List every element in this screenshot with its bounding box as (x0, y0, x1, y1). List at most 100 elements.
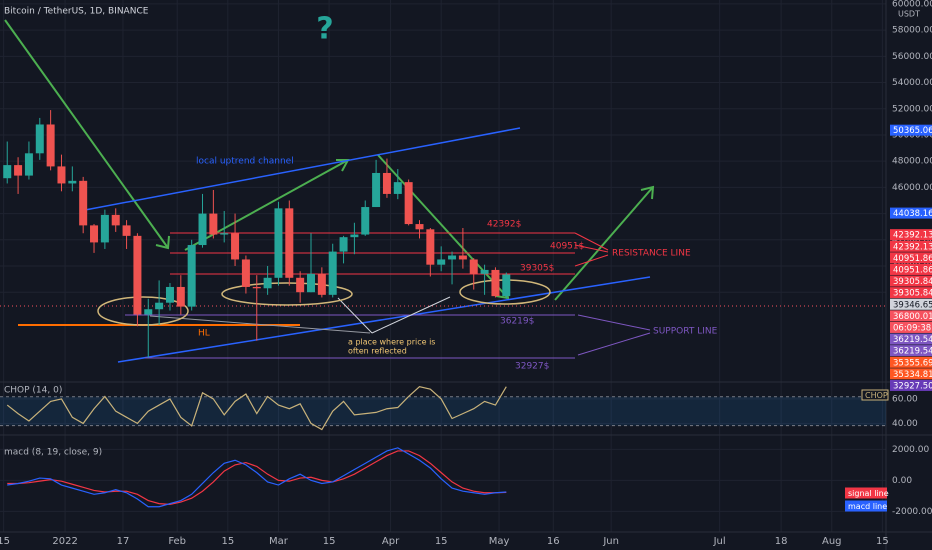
zone-ellipse (97, 296, 189, 326)
series-line (7, 450, 507, 505)
candle-body (393, 182, 402, 194)
candle-body (458, 255, 467, 260)
y-tick-label: 52000.00 (892, 104, 932, 114)
candle-body (144, 309, 153, 315)
x-tick-label: 2022 (52, 536, 77, 547)
price-tag-label: 36219.54 (893, 347, 932, 357)
price-tag (890, 356, 932, 368)
y-tick-label: 42000.00 (892, 235, 932, 245)
annotation: 40951$ (550, 242, 584, 252)
price-tag (890, 345, 932, 357)
candle-body (68, 180, 77, 184)
price-tag (890, 229, 932, 241)
candle-body (285, 208, 294, 278)
legend-swatch (845, 500, 887, 512)
grid (0, 0, 886, 532)
pointer (574, 244, 609, 253)
candle-body (491, 269, 500, 297)
indicator-title: CHOP (14, 0) (4, 386, 62, 396)
price-tag (890, 310, 932, 322)
price-tag (890, 333, 932, 345)
countdown: 06:09:38 (893, 323, 931, 333)
channel-line (117, 276, 651, 363)
candle-body (382, 172, 391, 194)
candle-body (252, 286, 261, 289)
pointer (574, 254, 609, 267)
annotation: local uptrend channel (196, 157, 294, 167)
price-tag-label: 35334.81 (893, 370, 932, 380)
currency-label: USDT (898, 10, 920, 19)
price-tag-label: 35355.69 (893, 358, 932, 368)
x-tick-label: 15 (323, 536, 336, 547)
candle-body (307, 273, 316, 293)
price-tag-label: 42392.13 (893, 231, 932, 241)
y-tick-label: 48000.00 (892, 157, 932, 167)
candle-body (122, 225, 131, 236)
trend-arrow (554, 186, 654, 301)
candle-body (437, 259, 446, 265)
y-tick-label: 54000.00 (892, 78, 932, 88)
pointer (577, 332, 651, 356)
price-tag (890, 252, 932, 264)
question-mark: ? (316, 12, 333, 47)
legend-label: signal line (848, 489, 889, 498)
candle-body (187, 245, 196, 307)
candle-body (372, 172, 381, 208)
y-tick-label: 2000.00 (892, 445, 929, 455)
x-tick-label: 15 (0, 536, 10, 547)
price-tag (890, 263, 932, 275)
pointer (577, 314, 651, 331)
candle-body (361, 207, 370, 235)
y-tick-label: 56000.00 (892, 52, 932, 62)
x-tick-label: 18 (775, 536, 788, 547)
x-tick-label: Mar (269, 536, 289, 547)
candle-body (90, 225, 99, 243)
y-tick-label: 60.00 (892, 394, 918, 404)
candle-body (176, 286, 185, 307)
x-tick-label: 15 (435, 536, 448, 547)
x-tick-label: Jul (713, 536, 726, 547)
price-tag-label: 39305.84 (893, 289, 932, 299)
annotation: 36219$ (500, 317, 534, 327)
trend-arrow (184, 159, 349, 251)
price-tag (890, 240, 932, 252)
y-tick-label: 0.00 (892, 476, 912, 486)
candle-body (415, 224, 424, 230)
annotation: HL (198, 329, 210, 339)
indicator-title: macd (8, 19, close, 9) (4, 448, 102, 458)
candle-body (57, 166, 66, 184)
candle-body (3, 165, 12, 179)
candle-body (198, 213, 207, 246)
drawings (0, 19, 886, 363)
price-tag-label: 39305.84 (893, 277, 932, 287)
x-tick-label: Jun (602, 536, 619, 547)
legend-tag (861, 389, 889, 401)
y-tick-label: 40.00 (892, 419, 918, 429)
price-tag (890, 379, 932, 391)
annotation: RESISTANCE LINE (612, 249, 691, 259)
legend-label: macd line (848, 502, 887, 511)
candle-body (165, 286, 174, 303)
annotation: 42392$ (487, 220, 521, 230)
annotation: SUPPORT LINE (653, 327, 718, 337)
candle-body (263, 277, 272, 289)
candle-body (339, 237, 348, 252)
price-tag-label: 42392.13 (893, 242, 932, 252)
price-tag (890, 124, 932, 136)
y-tick-label: 58000.00 (892, 26, 932, 36)
price-tag-label: 44038.16 (893, 209, 932, 219)
candle-body (469, 259, 478, 274)
trend-arrow (4, 19, 169, 249)
candle-body (155, 302, 164, 310)
x-tick-label: Aug (822, 536, 842, 547)
price-tag (890, 298, 932, 310)
candle-body (274, 208, 283, 278)
candle-body (350, 234, 359, 238)
y-tick-label: -2000.00 (892, 507, 932, 517)
annotation: a place where price is (348, 338, 435, 347)
candle-body (426, 229, 435, 265)
candle-body (24, 153, 33, 176)
series-line (7, 447, 507, 508)
annotation: 39305$ (520, 264, 554, 274)
candle-body (133, 235, 142, 315)
